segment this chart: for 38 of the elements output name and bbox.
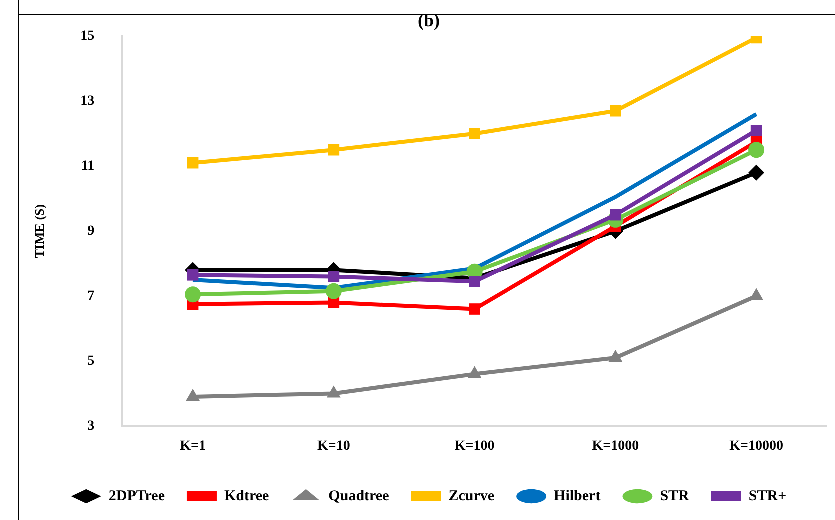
point xyxy=(748,142,765,158)
point xyxy=(187,157,199,169)
y-tick-label: 3 xyxy=(88,418,95,434)
point xyxy=(469,128,480,140)
y-axis-title: TIME (S) xyxy=(32,204,48,258)
point xyxy=(750,288,764,300)
legend-label: Hilbert xyxy=(554,488,601,504)
point xyxy=(185,286,202,303)
legend-label: Quadtree xyxy=(328,488,390,504)
point xyxy=(610,105,622,117)
y-tick-label: 15 xyxy=(80,29,95,44)
chart-title: (b) xyxy=(418,10,440,30)
point xyxy=(186,388,200,401)
point xyxy=(328,271,340,282)
y-tick-label: 5 xyxy=(88,354,95,369)
y-tick-label: 9 xyxy=(88,224,95,239)
legend-label: STR xyxy=(660,488,690,504)
x-tick-label: K=1000 xyxy=(592,439,640,454)
point xyxy=(608,350,623,362)
point xyxy=(328,144,340,156)
y-tick-label: 11 xyxy=(81,158,95,174)
point xyxy=(326,386,341,398)
point xyxy=(469,304,480,315)
legend-label: Zcurve xyxy=(448,488,495,504)
y-tick-label: 13 xyxy=(80,94,95,109)
point xyxy=(326,283,342,300)
point xyxy=(750,124,762,136)
legend-label: 2DPTree xyxy=(108,488,166,504)
legend-label: STR+ xyxy=(748,488,787,504)
x-tick-label: K=1 xyxy=(180,439,206,454)
point xyxy=(748,164,765,181)
point xyxy=(468,366,482,378)
point xyxy=(187,269,199,281)
x-tick-label: K=100 xyxy=(454,439,495,454)
legend-label: Kdtree xyxy=(224,488,270,504)
x-tick-label: K=10000 xyxy=(730,439,784,454)
y-tick-label: 7 xyxy=(88,288,95,304)
x-tick-label: K=10 xyxy=(317,439,350,454)
